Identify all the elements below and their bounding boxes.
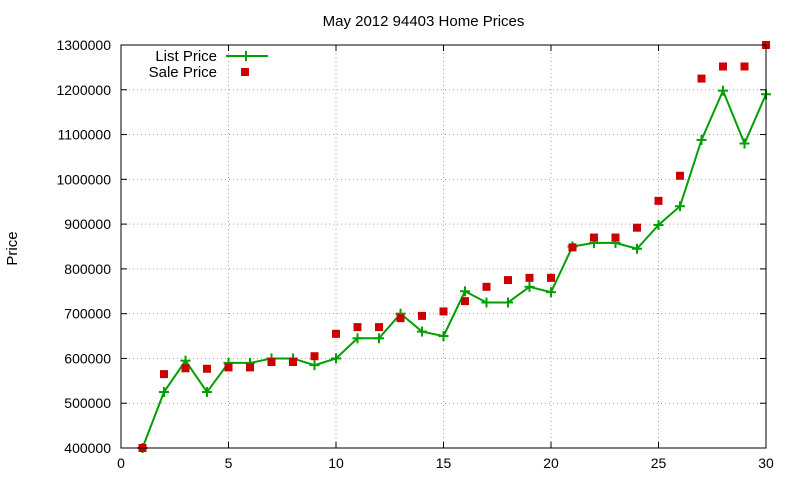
sale-price-point	[504, 276, 512, 285]
x-tick-label: 30	[758, 455, 774, 471]
sale-price-point	[375, 323, 383, 332]
sale-price-point	[439, 307, 448, 316]
sale-price-point	[289, 358, 297, 367]
y-axis-label: Price	[4, 231, 21, 265]
list-price-point	[653, 220, 664, 231]
sale-price-point	[654, 196, 663, 205]
list-price-point	[524, 281, 535, 292]
list-price-point	[503, 297, 513, 308]
list-price-point	[159, 387, 169, 398]
y-tick-label: 600000	[64, 350, 111, 366]
sale-price-point	[396, 314, 405, 323]
x-tick-label: 10	[328, 455, 344, 471]
legend-swatch-sale-price	[241, 68, 249, 76]
sale-price-point	[482, 282, 491, 291]
y-tick-label: 900000	[64, 216, 111, 232]
sale-price-point	[590, 233, 598, 242]
legend-label-list-price: List Price	[155, 48, 217, 65]
sale-price-point	[740, 62, 749, 71]
y-tick-label: 500000	[64, 395, 111, 411]
sale-price-point	[160, 370, 168, 379]
list-price-point	[718, 85, 728, 96]
axis-ticks: 0 5 10 15 20 25 30 400000 500000 600000 700000 8000…	[56, 37, 774, 471]
sale-price-point	[611, 233, 620, 242]
y-tick-label: 1200000	[56, 82, 111, 98]
sale-price-point	[676, 171, 684, 180]
sale-price-point	[418, 311, 426, 320]
sale-price-point	[633, 223, 641, 232]
sale-price-point	[246, 363, 254, 372]
y-tick-label: 1000000	[56, 171, 111, 187]
legend-label-sale-price: Sale Price	[149, 64, 217, 81]
sale-price-point	[332, 329, 340, 338]
list-price-point	[374, 333, 384, 344]
list-price-line	[141, 88, 767, 449]
x-tick-label: 25	[651, 455, 667, 471]
sale-price-point	[310, 352, 319, 361]
sale-price-point	[568, 243, 577, 252]
list-price-point	[202, 387, 212, 398]
sale-price-point	[203, 364, 211, 373]
sale-price-point	[181, 364, 190, 373]
sale-price-point	[525, 273, 534, 282]
list-price-point	[739, 138, 750, 149]
sale-price-point	[719, 62, 727, 71]
x-tick-label: 20	[543, 455, 559, 471]
x-tick-label: 15	[436, 455, 452, 471]
list-price-point	[331, 353, 341, 364]
sale-price-point	[697, 74, 706, 83]
y-tick-label: 400000	[64, 440, 111, 456]
list-price-point	[675, 201, 685, 212]
list-price-point	[352, 333, 363, 344]
sale-price-point	[353, 323, 362, 332]
list-price-point	[417, 326, 427, 337]
sale-price-point	[267, 358, 276, 367]
x-tick-label: 5	[225, 455, 233, 471]
list-price-point	[438, 331, 449, 342]
x-tick-label: 0	[117, 455, 125, 471]
y-tick-label: 700000	[64, 306, 111, 322]
list-price-point	[309, 360, 320, 371]
series-layer	[137, 41, 771, 453]
sale-price-point	[461, 297, 469, 306]
sale-price-point	[224, 363, 233, 372]
sale-price-point	[547, 273, 555, 282]
grid	[121, 45, 766, 448]
list-price-point	[696, 134, 707, 145]
list-price-point	[481, 297, 492, 308]
chart-title: May 2012 94403 Home Prices	[323, 13, 525, 30]
list-price-point	[632, 243, 642, 254]
y-tick-label: 1100000	[58, 127, 112, 143]
y-tick-label: 800000	[64, 261, 111, 277]
list-price-point	[180, 355, 191, 366]
list-price-point	[460, 286, 470, 297]
y-tick-label: 1300000	[56, 37, 111, 53]
list-price-point	[546, 287, 556, 298]
